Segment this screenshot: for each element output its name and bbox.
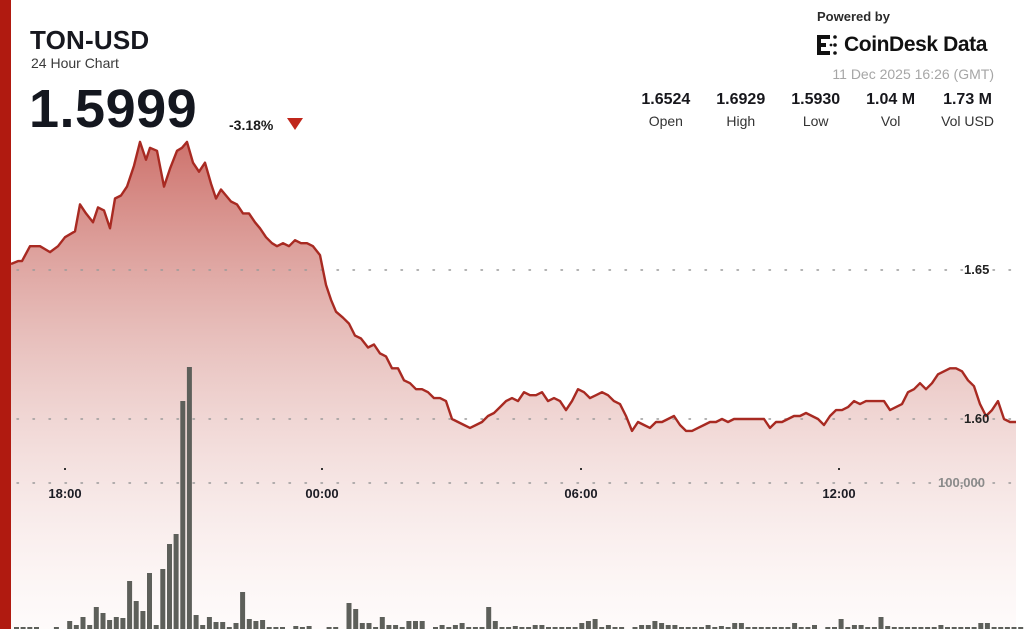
price-line	[10, 140, 1016, 433]
timestamp: 11 Dec 2025 16:26 (GMT)	[832, 66, 994, 82]
x-tick-label-0600: 06:00	[564, 486, 598, 501]
x-tick-marks	[64, 468, 840, 470]
x-tick-label-0000: 00:00	[305, 486, 339, 501]
price-change: -3.18%	[229, 117, 274, 133]
x-tick-label-1200: 12:00	[822, 486, 856, 501]
stat-value: 1.5930	[791, 91, 841, 108]
stat-vol-usd: 1.73 M Vol USD	[941, 90, 994, 132]
y-tick-label-1-65: 1.65	[964, 262, 990, 277]
stat-high: 1.6929 High	[716, 90, 765, 132]
brand-name: CoinDesk Data	[844, 33, 988, 56]
current-price: 1.5999	[29, 79, 198, 139]
stat-low: 1.5930 Low	[791, 90, 840, 132]
stat-value: 1.6524	[641, 91, 691, 108]
stat-label: Vol	[880, 113, 901, 129]
volume-tick-label: 100,000	[938, 475, 985, 490]
stat-label: Low	[802, 113, 829, 129]
symbol-title: TON-USD	[30, 25, 150, 55]
stats-row: 1.6524 Open 1.6929 High 1.5930 Low 1.04 …	[615, 90, 994, 132]
triangle-down-icon	[287, 118, 303, 130]
stat-value: 1.04 M	[866, 91, 916, 108]
stat-vol: 1.04 M Vol	[866, 90, 915, 132]
stat-open: 1.6524 Open	[641, 90, 690, 132]
price-area	[11, 141, 1016, 629]
stat-label: Vol USD	[941, 113, 994, 129]
volume-bars	[14, 367, 1024, 629]
accent-bar	[0, 0, 11, 629]
stat-label: High	[726, 113, 756, 129]
coindesk-logo-icon	[817, 35, 837, 55]
stat-label: Open	[648, 113, 683, 129]
y-tick-label-1-60: 1.60	[964, 411, 990, 426]
brand-logo-link[interactable]: CoinDesk Data	[816, 33, 987, 57]
powered-by-label: Powered by	[817, 9, 890, 24]
stat-value: 1.73 M	[943, 91, 992, 108]
chart-subtitle: 24 Hour Chart	[31, 55, 119, 71]
x-tick-label-1800: 18:00	[48, 486, 82, 501]
stat-value: 1.6929	[716, 91, 766, 108]
